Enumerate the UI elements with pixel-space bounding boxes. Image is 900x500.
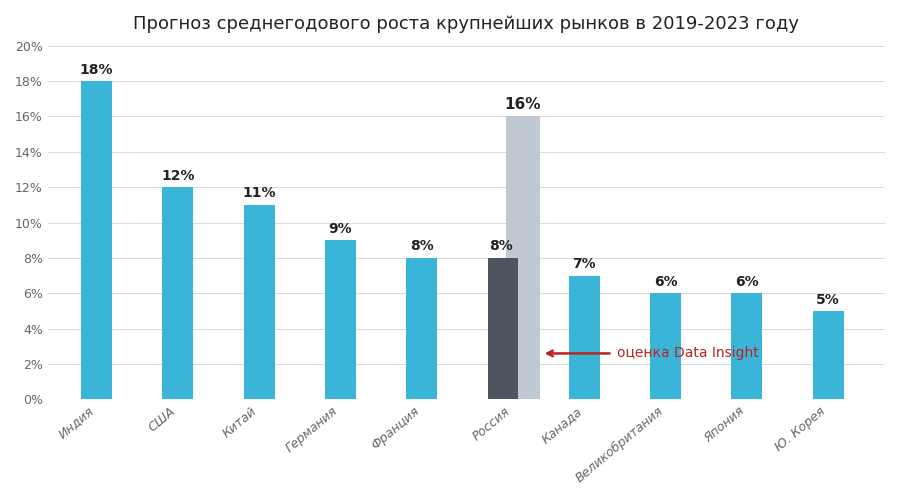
Bar bbox=[569, 276, 599, 400]
Bar bbox=[81, 81, 112, 400]
Text: 18%: 18% bbox=[80, 62, 113, 76]
Text: 16%: 16% bbox=[505, 97, 541, 112]
Bar bbox=[813, 311, 843, 400]
Title: Прогноз среднегодового роста крупнейших рынков в 2019-2023 году: Прогноз среднегодового роста крупнейших … bbox=[133, 15, 799, 33]
Text: 9%: 9% bbox=[328, 222, 352, 236]
Bar bbox=[406, 258, 437, 400]
Text: 6%: 6% bbox=[735, 275, 759, 289]
Bar bbox=[488, 258, 518, 400]
Text: 8%: 8% bbox=[410, 240, 434, 254]
Text: 12%: 12% bbox=[161, 168, 194, 182]
Bar bbox=[732, 294, 762, 400]
Bar bbox=[506, 116, 540, 400]
Text: 7%: 7% bbox=[572, 257, 596, 271]
Bar bbox=[325, 240, 356, 400]
Bar bbox=[650, 294, 681, 400]
Text: оценка Data Insight: оценка Data Insight bbox=[616, 346, 759, 360]
Bar bbox=[244, 205, 274, 400]
Text: 6%: 6% bbox=[653, 275, 678, 289]
Text: 5%: 5% bbox=[816, 292, 840, 306]
Text: 8%: 8% bbox=[490, 240, 513, 254]
Bar bbox=[162, 187, 194, 400]
Text: 11%: 11% bbox=[242, 186, 275, 200]
